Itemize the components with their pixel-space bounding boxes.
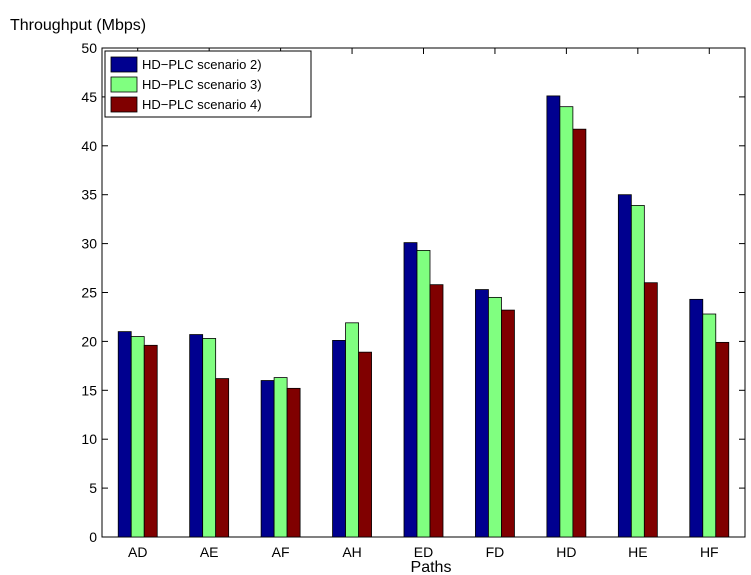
bar-hd-series-3 bbox=[572, 128, 587, 538]
bar-ah-series-2 bbox=[345, 322, 359, 538]
bar-ad-series-3 bbox=[143, 344, 158, 538]
y-axis-title: Throughput (Mbps) bbox=[10, 17, 146, 34]
x-tick-label-fd: FD bbox=[486, 544, 505, 560]
bar-fd-series-2 bbox=[488, 296, 502, 538]
x-tick-label-he: HE bbox=[628, 544, 647, 560]
bar-he-series-1 bbox=[617, 194, 632, 538]
bar-hd-series-2 bbox=[559, 106, 574, 538]
y-tick-label: 0 bbox=[89, 529, 97, 545]
legend-label-3: HD−PLC scenario 4) bbox=[142, 97, 262, 112]
x-tick-label-af: AF bbox=[272, 544, 290, 560]
bar-ad-series-1 bbox=[117, 331, 132, 538]
y-tick-label: 35 bbox=[81, 187, 97, 203]
bar-ed-series-2 bbox=[416, 250, 431, 538]
bar-he-series-2 bbox=[630, 205, 645, 538]
y-tick-label: 50 bbox=[81, 40, 97, 56]
bar-ae-series-2 bbox=[202, 338, 217, 538]
bar-ed-series-3 bbox=[429, 284, 444, 538]
x-tick-label-ae: AE bbox=[200, 544, 219, 560]
y-tick-label: 15 bbox=[81, 382, 97, 398]
y-tick-label: 25 bbox=[81, 285, 97, 301]
legend-swatch-1 bbox=[110, 56, 138, 73]
bar-ed-series-1 bbox=[403, 242, 418, 538]
legend-label-2: HD−PLC scenario 3) bbox=[142, 77, 262, 92]
x-tick-label-ad: AD bbox=[128, 544, 147, 560]
bar-ad-series-2 bbox=[130, 336, 145, 538]
y-tick-label: 45 bbox=[81, 89, 97, 105]
bar-ae-series-1 bbox=[189, 334, 204, 538]
y-tick-label: 5 bbox=[89, 480, 97, 496]
bars bbox=[117, 95, 730, 538]
legend-box bbox=[104, 50, 312, 118]
y-tick-label: 40 bbox=[81, 138, 97, 154]
bar-ah-series-3 bbox=[358, 351, 372, 538]
bar-hf-series-1 bbox=[689, 298, 704, 538]
bar-af-series-1 bbox=[260, 380, 275, 538]
y-tick-label: 10 bbox=[81, 431, 97, 447]
y-axis-ticks: 0 5 10 15 20 25 30 35 40 45 50 bbox=[81, 40, 745, 545]
bar-hf-series-2 bbox=[702, 313, 717, 538]
bar-af-series-3 bbox=[286, 387, 301, 538]
legend-swatch-3 bbox=[110, 96, 138, 113]
bar-hf-series-3 bbox=[715, 341, 730, 538]
x-tick-label-ed: ED bbox=[414, 544, 433, 560]
y-tick-label: 20 bbox=[81, 333, 97, 349]
x-tick-label-hd: HD bbox=[556, 544, 576, 560]
legend: HD−PLC scenario 2) HD−PLC scenario 3) HD−P… bbox=[104, 50, 312, 118]
x-axis-ticks: AD AE AF AH ED FD HD HE HF bbox=[128, 48, 719, 560]
bar-ae-series-3 bbox=[215, 378, 230, 538]
legend-swatch-2 bbox=[110, 76, 138, 93]
bar-he-series-3 bbox=[643, 282, 658, 538]
bar-ah-series-1 bbox=[332, 340, 346, 538]
bar-hd-series-1 bbox=[546, 95, 561, 538]
legend-label-1: HD−PLC scenario 2) bbox=[142, 57, 262, 72]
x-tick-label-hf: HF bbox=[700, 544, 719, 560]
y-tick-label: 30 bbox=[81, 236, 97, 252]
bar-fd-series-3 bbox=[501, 309, 515, 538]
bar-af-series-2 bbox=[273, 377, 288, 538]
bar-fd-series-1 bbox=[475, 289, 489, 538]
x-axis-title: Paths bbox=[411, 559, 452, 575]
x-tick-label-ah: AH bbox=[342, 544, 361, 560]
